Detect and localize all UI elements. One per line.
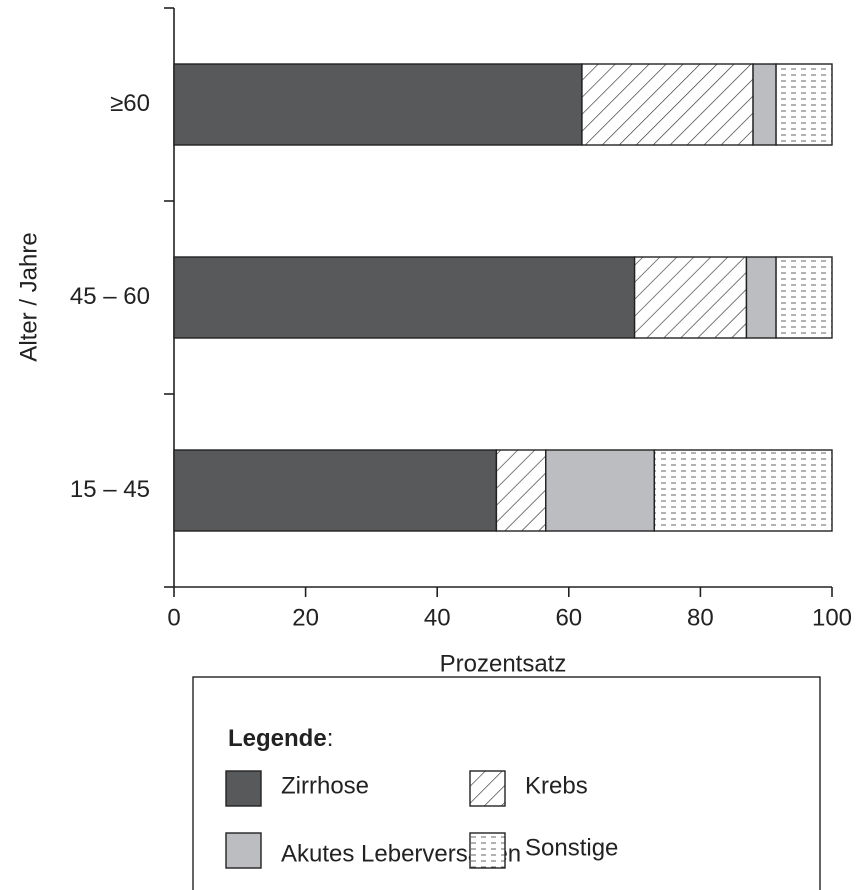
x-tick-label: 0 <box>167 604 180 631</box>
legend-label: Zirrhose <box>281 772 369 799</box>
bar-segment <box>752 63 777 146</box>
y-tick-label: ≥60 <box>110 90 150 117</box>
legend-title: Legende: <box>228 725 333 752</box>
x-axis-label: Prozentsatz <box>440 650 567 677</box>
bar-segment <box>775 63 833 146</box>
legend-box <box>192 676 821 890</box>
bar-segment <box>653 449 833 532</box>
bar-segment <box>633 256 748 339</box>
x-tick-label: 60 <box>555 604 582 631</box>
bar-segment <box>775 256 833 339</box>
legend-label: Sonstige <box>525 834 618 861</box>
bar-segment <box>745 256 777 339</box>
y-tick-label: 15 – 45 <box>70 476 150 503</box>
x-tick-label: 80 <box>687 604 714 631</box>
x-tick-label: 40 <box>424 604 451 631</box>
bar-segment <box>173 256 636 339</box>
y-axis-label: Alter / Jahre <box>15 232 42 361</box>
bar-segment <box>173 449 498 532</box>
bar-segment <box>545 449 656 532</box>
legend-swatch <box>469 770 506 807</box>
y-tick-label: 45 – 60 <box>70 283 150 310</box>
legend-title-text: Legende <box>228 725 327 752</box>
bar-segment <box>495 449 547 532</box>
legend-swatch <box>225 770 262 807</box>
legend-swatch <box>469 832 506 869</box>
legend-label: Krebs <box>525 772 588 799</box>
bar-segment <box>173 63 583 146</box>
x-tick-label: 20 <box>292 604 319 631</box>
legend-swatch <box>225 832 262 869</box>
legend-title-suffix: : <box>327 725 334 752</box>
bar-segment <box>581 63 754 146</box>
x-tick-label: 100 <box>812 604 852 631</box>
